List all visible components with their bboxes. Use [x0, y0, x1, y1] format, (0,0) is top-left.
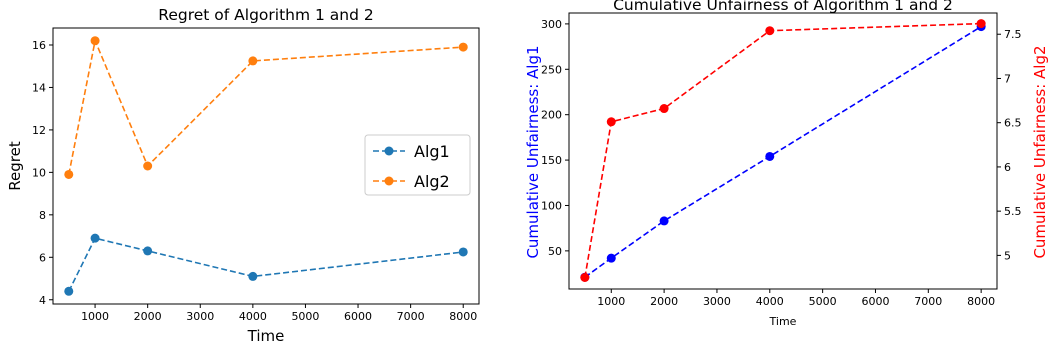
- data-point-alg2: [976, 19, 986, 29]
- x-tick-label: 6000: [861, 295, 889, 308]
- series-line-alg1: [584, 25, 982, 278]
- x-tick-label: 2000: [134, 310, 162, 323]
- y-axis: 4 6 8 10 12 14 16: [32, 39, 53, 307]
- data-point-alg2: [659, 104, 669, 114]
- x-tick-label: 4000: [756, 295, 784, 308]
- x-axis: 1000 2000 3000 4000 5000 6000 7000 8000: [81, 304, 477, 323]
- y-tick-label: 10: [32, 166, 46, 179]
- x-tick-label: 3000: [186, 310, 214, 323]
- data-point-alg1: [606, 253, 616, 263]
- data-point-alg1: [143, 246, 153, 256]
- x-tick-label: 4000: [239, 310, 267, 323]
- data-point-alg2: [64, 169, 74, 179]
- plot-frame: [52, 27, 480, 305]
- y-tick-label: 14: [32, 81, 46, 94]
- series-layer: [64, 36, 468, 296]
- data-point-alg2: [765, 26, 775, 36]
- y-tick-label: 8: [39, 209, 46, 222]
- data-point-alg1: [458, 247, 468, 257]
- y-tick-label: 5: [1004, 249, 1011, 262]
- legend-label-alg1: Alg1: [414, 142, 450, 161]
- data-point-alg2: [143, 161, 153, 171]
- series-line-alg2: [584, 22, 982, 278]
- legend-label-alg2: Alg2: [414, 172, 450, 191]
- series-layer: [580, 19, 986, 282]
- y-tick-label: 150: [541, 154, 562, 167]
- y-tick-label: 250: [541, 63, 562, 76]
- x-axis-label: Time: [769, 315, 797, 328]
- regret-chart: Regret of Algorithm 1 and 2 1000 2000 3000…: [6, 6, 480, 345]
- left-y-axis: 50 100 150 200 250 300: [541, 18, 569, 258]
- x-tick-label: 6000: [344, 310, 372, 323]
- chart-title: Cumulative Unfairness of Algorithm 1 and…: [613, 0, 953, 14]
- x-axis-label: Time: [247, 327, 285, 345]
- x-tick-label: 3000: [703, 295, 731, 308]
- y-tick-label: 6: [39, 251, 46, 264]
- x-tick-label: 1000: [597, 295, 625, 308]
- y-axis-label: Regret: [6, 141, 24, 191]
- x-axis: 1000 2000 3000 4000 5000 6000 7000 8000: [597, 289, 995, 308]
- x-tick-label: 7000: [914, 295, 942, 308]
- legend: Alg1 Alg2: [364, 134, 471, 196]
- data-point-alg1: [765, 151, 775, 161]
- y-tick-label: 7: [1004, 72, 1011, 85]
- y-tick-label: 7.5: [1004, 28, 1022, 41]
- x-tick-label: 5000: [291, 310, 319, 323]
- y-tick-label: 300: [541, 18, 562, 31]
- data-point-alg2: [90, 36, 100, 46]
- data-point-alg2: [580, 273, 590, 282]
- data-point-alg1: [659, 216, 669, 226]
- data-point-alg2: [606, 117, 616, 127]
- data-point-alg1: [90, 233, 100, 243]
- y-tick-label: 16: [32, 39, 46, 52]
- right-y-axis-label: Cumulative Unfairness: Alg2: [1031, 45, 1049, 258]
- right-y-axis: 5 5.5 6 6.5 7 7.5: [997, 28, 1022, 262]
- y-tick-label: 100: [541, 199, 562, 212]
- x-tick-label: 8000: [449, 310, 477, 323]
- y-tick-label: 12: [32, 124, 46, 137]
- unfairness-chart: Cumulative Unfairness of Algorithm 1 and…: [524, 0, 1049, 328]
- y-tick-label: 50: [548, 245, 562, 258]
- x-tick-label: 5000: [809, 295, 837, 308]
- series-line-alg1: [68, 237, 464, 292]
- data-point-alg1: [64, 286, 74, 296]
- x-tick-label: 2000: [650, 295, 678, 308]
- legend-marker-alg1: [384, 146, 394, 156]
- y-tick-label: 6: [1004, 161, 1011, 174]
- left-y-axis-label: Cumulative Unfairness: Alg1: [524, 45, 542, 258]
- data-point-alg1: [248, 271, 258, 281]
- y-tick-label: 200: [541, 109, 562, 122]
- data-point-alg2: [248, 56, 258, 66]
- y-tick-label: 5.5: [1004, 205, 1022, 218]
- y-tick-label: 6.5: [1004, 117, 1022, 130]
- y-tick-label: 4: [39, 294, 46, 307]
- data-point-alg2: [458, 42, 468, 52]
- x-tick-label: 8000: [967, 295, 995, 308]
- x-tick-label: 1000: [81, 310, 109, 323]
- legend-marker-alg2: [384, 176, 394, 186]
- chart-title: Regret of Algorithm 1 and 2: [158, 6, 373, 24]
- x-tick-label: 7000: [397, 310, 425, 323]
- plot-frame: [568, 12, 998, 290]
